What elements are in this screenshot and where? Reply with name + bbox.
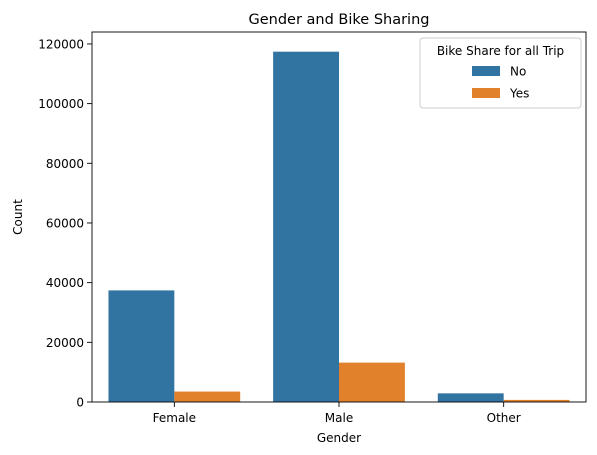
y-tick-label: 40000 [46,276,84,290]
y-tick-label: 20000 [46,336,84,350]
x-axis: Female Male Other [153,402,521,425]
x-tick-label-female: Female [153,411,196,425]
x-tick-label-male: Male [325,411,353,425]
legend-label-yes: Yes [509,87,529,101]
y-axis-label: Count [11,199,25,235]
x-tick-label-other: Other [487,411,521,425]
legend: Bike Share for all Trip No Yes [420,38,581,108]
y-tick-label: 120000 [38,37,84,51]
bar-other-no [438,393,504,402]
y-tick-label: 80000 [46,157,84,171]
bar-male-yes [339,363,405,402]
y-tick-label: 0 [76,396,84,410]
legend-swatch-yes [472,88,500,98]
y-axis: 0 20000 40000 60000 80000 100000 120000 [38,37,92,409]
x-axis-label: Gender [317,431,361,445]
y-tick-label: 60000 [46,216,84,230]
bar-female-yes [174,392,240,402]
chart-title: Gender and Bike Sharing [249,12,430,28]
bar-female-no [108,290,174,402]
legend-title: Bike Share for all Trip [437,44,564,58]
y-tick-label: 100000 [38,97,84,111]
legend-label-no: No [510,65,526,79]
legend-swatch-no [472,66,500,76]
bar-male-no [273,52,339,402]
